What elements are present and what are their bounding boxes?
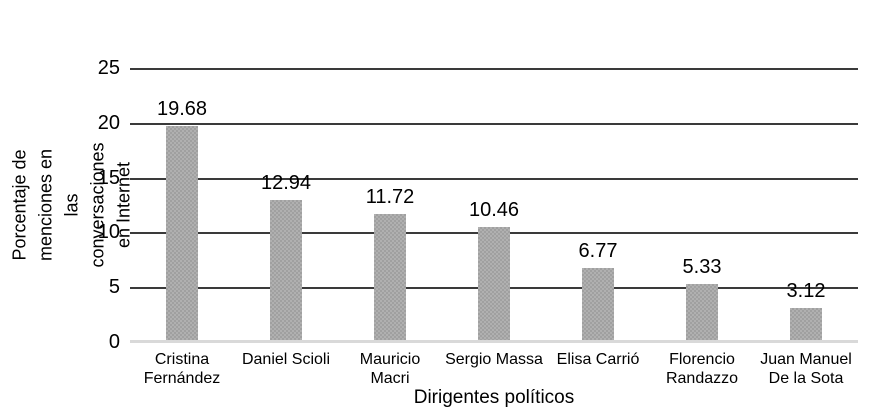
bar (790, 308, 822, 342)
x-axis-baseline (130, 340, 858, 343)
bar (270, 200, 302, 342)
gridline (130, 68, 858, 70)
category-label: Florencio Randazzo (665, 351, 739, 387)
category-slot: 12.94 Daniel Scioli (234, 68, 338, 368)
plot-area: 19.68 Cristina Fernández 12.94 Daniel Sc… (130, 68, 858, 387)
category-label: Elisa Carrió (556, 351, 640, 368)
y-tick-label: 0 (108, 331, 120, 353)
category-slot: 11.72 Mauricio Macri (338, 68, 442, 387)
y-axis-title-container: Porcentaje de menciones en las conversac… (10, 68, 134, 342)
category-label: Mauricio Macri (359, 351, 421, 387)
y-tick-label: 25 (97, 57, 120, 79)
bar-value-label: 3.12 (786, 280, 826, 302)
gridline (130, 123, 858, 125)
bar (374, 214, 406, 342)
category-label: Sergio Massa (445, 351, 543, 368)
gridline (130, 178, 858, 180)
category-label: Cristina Fernández (143, 351, 221, 387)
y-axis-title: Porcentaje de menciones en las conversac… (10, 142, 135, 268)
bar-value-label: 10.46 (468, 199, 520, 221)
y-tick-label: 15 (97, 167, 120, 189)
category-slot: 10.46 Sergio Massa (442, 68, 546, 368)
bar (478, 227, 510, 342)
category-slot: 19.68 Cristina Fernández (130, 68, 234, 387)
y-tick-label: 5 (108, 276, 120, 298)
category-slot: 6.77 Elisa Carrió (546, 68, 650, 368)
bar-value-label: 5.33 (682, 256, 722, 278)
category-slot: 5.33 Florencio Randazzo (650, 68, 754, 387)
y-tick-label: 20 (97, 112, 120, 134)
category-label: Daniel Scioli (241, 351, 331, 368)
bar-value-label: 6.77 (578, 240, 618, 262)
category-slot: 3.12 Juan Manuel De la Sota (754, 68, 858, 387)
bar-value-label: 19.68 (156, 98, 208, 120)
bar-value-label: 12.94 (260, 172, 312, 194)
y-tick-label: 10 (97, 221, 120, 243)
bar (686, 284, 718, 342)
bar (166, 126, 198, 342)
category-label: Juan Manuel De la Sota (760, 351, 852, 387)
bar-value-label: 11.72 (365, 186, 415, 208)
x-axis-title: Dirigentes políticos (413, 387, 575, 408)
bar (582, 268, 614, 342)
